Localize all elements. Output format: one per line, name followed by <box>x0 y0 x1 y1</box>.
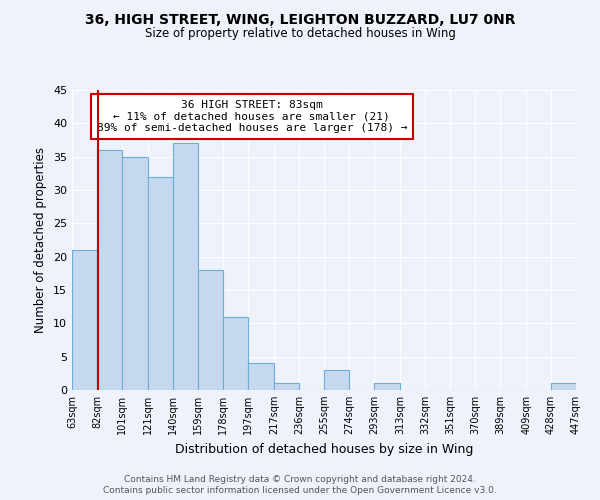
Bar <box>551 384 576 390</box>
Bar <box>248 364 274 390</box>
Text: Contains HM Land Registry data © Crown copyright and database right 2024.: Contains HM Land Registry data © Crown c… <box>124 475 476 484</box>
X-axis label: Distribution of detached houses by size in Wing: Distribution of detached houses by size … <box>175 442 473 456</box>
Bar <box>72 250 97 390</box>
Bar <box>173 144 198 390</box>
Bar <box>97 150 122 390</box>
Text: 36 HIGH STREET: 83sqm
← 11% of detached houses are smaller (21)
89% of semi-deta: 36 HIGH STREET: 83sqm ← 11% of detached … <box>97 100 407 133</box>
Text: 36, HIGH STREET, WING, LEIGHTON BUZZARD, LU7 0NR: 36, HIGH STREET, WING, LEIGHTON BUZZARD,… <box>85 12 515 26</box>
Bar <box>374 384 400 390</box>
Bar <box>324 370 349 390</box>
Y-axis label: Number of detached properties: Number of detached properties <box>34 147 47 333</box>
Bar <box>122 156 148 390</box>
Bar <box>223 316 248 390</box>
Bar <box>198 270 223 390</box>
Bar <box>274 384 299 390</box>
Text: Contains public sector information licensed under the Open Government Licence v3: Contains public sector information licen… <box>103 486 497 495</box>
Bar <box>148 176 173 390</box>
Text: Size of property relative to detached houses in Wing: Size of property relative to detached ho… <box>145 28 455 40</box>
